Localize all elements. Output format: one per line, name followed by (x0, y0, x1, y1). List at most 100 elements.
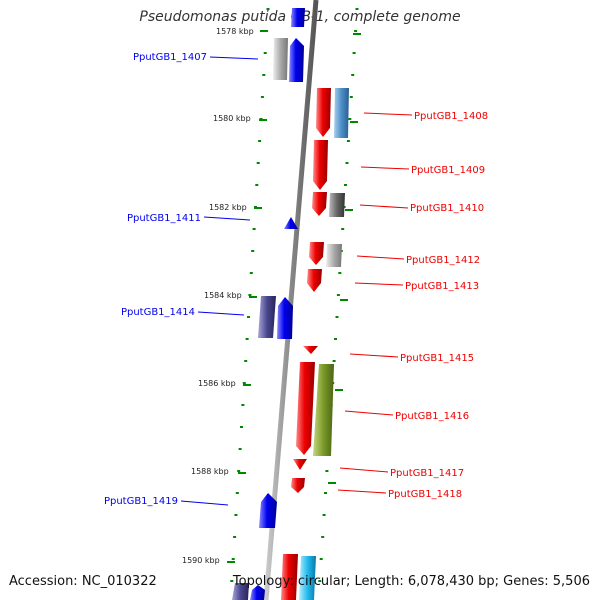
ruler-dot (252, 228, 256, 230)
gene-arrow[interactable] (299, 556, 316, 600)
ruler-dot (245, 338, 249, 340)
ruler-dot (318, 580, 322, 582)
kbp-label: 1590 kbp (182, 556, 220, 565)
ruler-dot (240, 426, 243, 428)
gene-arrow[interactable] (312, 192, 327, 216)
ruler-dot (355, 8, 359, 10)
ruler-dot (244, 360, 248, 362)
ruler-dot (251, 250, 255, 252)
right-gene-labels: PputGB1_1408 PputGB1_1409 PputGB1_1410 P… (388, 111, 488, 500)
gene-arrow[interactable] (313, 364, 334, 456)
gene-arrow[interactable] (289, 38, 304, 82)
ruler-dot (332, 360, 336, 362)
ruler-dot (242, 382, 246, 384)
gene-arrow[interactable] (313, 140, 328, 190)
gene-label[interactable]: PputGB1_1407 (133, 52, 207, 63)
reverse-strand-genes (281, 88, 349, 600)
ruler-dot (336, 294, 340, 296)
gene-label[interactable]: PputGB1_1414 (121, 307, 195, 318)
kbp-label: 1584 kbp (204, 291, 242, 300)
gene-arrow[interactable] (334, 88, 349, 138)
kbp-label: 1578 kbp (216, 27, 254, 36)
ruler-dot (260, 96, 264, 98)
gene-arrow[interactable] (296, 362, 315, 455)
gene-label[interactable]: PputGB1_1408 (414, 111, 488, 122)
ruler-dot (230, 580, 234, 582)
ruler-dot (352, 52, 356, 54)
gene-label[interactable]: PputGB1_1409 (411, 165, 485, 176)
right-leader-lines (337, 112, 413, 494)
gene-label[interactable]: PputGB1_1411 (127, 213, 201, 224)
gene-arrow[interactable] (273, 38, 288, 80)
topology-text: Topology: circular; Length: 6,078,430 bp… (232, 574, 590, 589)
gene-label[interactable]: PputGB1_1412 (406, 255, 480, 266)
gene-arrow[interactable] (329, 193, 345, 217)
ruler-dot (241, 404, 245, 406)
ruler-dot (247, 316, 250, 318)
ruler-dot (344, 184, 347, 186)
gene-arrow[interactable] (307, 269, 322, 292)
ruler-dot (348, 118, 352, 120)
gene-arrow[interactable] (303, 346, 318, 354)
gene-label[interactable]: PputGB1_1416 (395, 411, 469, 422)
ruler-dot (338, 272, 342, 274)
gene-arrow[interactable] (259, 493, 277, 528)
ruler-dot (231, 558, 235, 560)
kbp-label: 1586 kbp (198, 379, 236, 388)
ruler-dot (237, 470, 241, 472)
gene-arrow[interactable] (326, 244, 342, 267)
gene-label[interactable]: PputGB1_1418 (388, 489, 462, 500)
ruler-dot (341, 228, 345, 230)
gene-arrow[interactable] (316, 88, 331, 137)
ruler-dot (324, 492, 327, 494)
ruler-dot (322, 514, 326, 516)
left-gene-labels: PputGB1_1407 PputGB1_1411 PputGB1_1414 P… (104, 52, 207, 507)
ruler-dot (248, 294, 252, 296)
gene-arrow[interactable] (284, 217, 298, 229)
ruler-dot (263, 52, 267, 54)
kbp-scale: 1578 kbp 1580 kbp 1582 kbp 1584 kbp 1586… (182, 27, 268, 565)
ruler-dot (335, 316, 339, 318)
ruler-dot (249, 272, 253, 274)
ruler-dot (233, 536, 237, 538)
ruler-dot (258, 140, 262, 142)
gene-label[interactable]: PputGB1_1419 (104, 496, 178, 507)
ruler-dot (351, 74, 355, 76)
gene-label[interactable]: PputGB1_1415 (400, 353, 474, 364)
kbp-label: 1582 kbp (209, 203, 247, 212)
gene-arrow[interactable] (293, 459, 307, 470)
ruler-dot (349, 96, 353, 98)
ruler-dot (354, 30, 358, 32)
ruler-dot (235, 492, 239, 494)
ruler-dot (325, 470, 329, 472)
ruler-dot (262, 74, 266, 76)
ruler-dot (255, 184, 259, 186)
gene-arrow[interactable] (250, 585, 265, 600)
ruler-dot (346, 140, 350, 142)
kbp-label: 1580 kbp (213, 114, 251, 123)
gene-label[interactable]: PputGB1_1417 (390, 468, 464, 479)
ruler-dot (238, 448, 242, 450)
kbp-label: 1588 kbp (191, 467, 229, 476)
gene-arrow[interactable] (291, 478, 305, 493)
gene-label[interactable]: PputGB1_1413 (405, 281, 479, 292)
ruler-dot (345, 162, 349, 164)
gene-arrow[interactable] (277, 297, 293, 339)
ruler-dot (321, 536, 325, 538)
ruler-dot (234, 514, 238, 516)
ruler-dot (266, 8, 270, 10)
ruler-dot (256, 162, 260, 164)
gene-arrow[interactable] (281, 554, 298, 600)
gene-arrow[interactable] (258, 296, 276, 338)
gene-arrow[interactable] (309, 242, 324, 265)
gene-label[interactable]: PputGB1_1410 (410, 203, 484, 214)
right-ruler-ticks (328, 33, 361, 484)
ruler-dot (319, 558, 323, 560)
gene-arrow[interactable] (232, 583, 249, 600)
ruler-dot (334, 338, 337, 340)
gene-arrow[interactable] (291, 8, 305, 27)
forward-strand-genes (232, 8, 305, 600)
accession-text: Accession: NC_010322 (9, 574, 157, 589)
left-leader-lines (180, 56, 259, 506)
